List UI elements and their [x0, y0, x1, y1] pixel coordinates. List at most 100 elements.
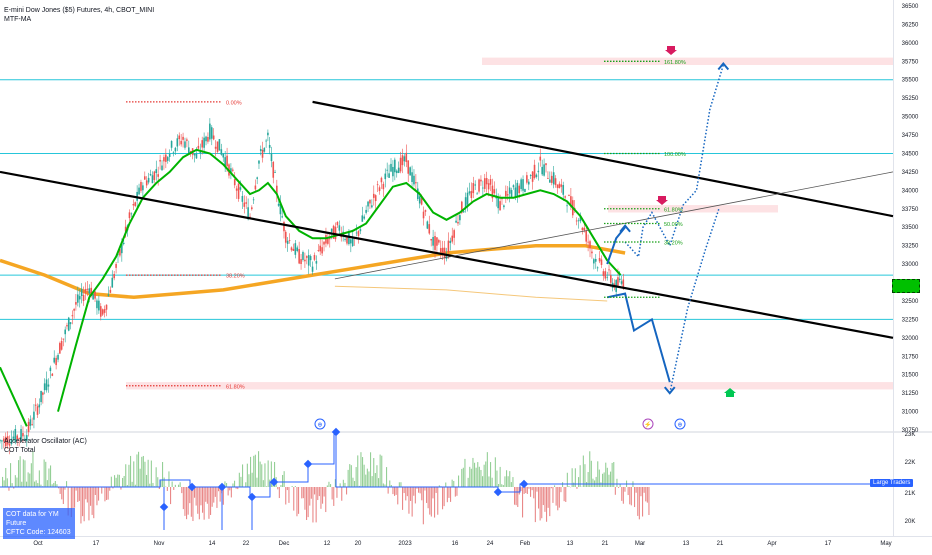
ac-bar-352: [565, 487, 566, 502]
ac-bar-116: [188, 487, 189, 515]
time-tick-7: 20: [355, 541, 362, 547]
ac-bar-348: [559, 487, 560, 508]
ac-bar-224: [360, 452, 361, 487]
candle-body-142: [267, 133, 269, 136]
ac-bar-279: [448, 487, 449, 498]
ac-bar-315: [506, 470, 507, 487]
candle-body-269: [509, 188, 511, 194]
ac-bar-280: [450, 487, 451, 502]
candle-body-311: [589, 241, 591, 248]
ac-bar-125: [202, 487, 203, 513]
ac-bar-185: [298, 487, 299, 514]
ac-bar-278: [447, 487, 448, 502]
ac-bar-311: [500, 467, 501, 487]
ac-bar-64: [104, 487, 105, 501]
ac-bar-172: [277, 487, 278, 489]
ac-bar-350: [562, 482, 563, 487]
price-tick-11: 33750: [902, 207, 919, 213]
price-tick-19: 31750: [902, 354, 919, 360]
ac-bar-398: [639, 487, 640, 519]
ac-bar-62: [101, 487, 102, 494]
candle-body-227: [428, 224, 430, 233]
sub-tick-1: 22K: [905, 460, 916, 466]
price-tick-1: 36250: [902, 22, 919, 28]
ac-bar-54: [88, 487, 89, 520]
fib-label-f618: 61.80%: [226, 384, 245, 390]
ac-bar-291: [468, 478, 469, 487]
candle-body-319: [605, 271, 607, 278]
candle-body-203: [383, 184, 385, 189]
ac-bar-233: [375, 473, 376, 487]
ac-bar-295: [474, 463, 475, 487]
candle-body-247: [467, 193, 469, 205]
candle-body-25: [46, 379, 48, 390]
ac-bar-254: [408, 487, 409, 514]
ac-bar-305: [490, 462, 491, 487]
candle-body-125: [236, 188, 238, 190]
candle-body-153: [287, 241, 289, 244]
ac-bar-162: [261, 464, 262, 487]
ac-bar-381: [612, 463, 613, 487]
ac-bar-191: [308, 487, 309, 517]
candle-body-201: [379, 187, 381, 191]
candle-body-71: [133, 204, 135, 205]
candle-body-171: [321, 247, 323, 253]
candle-body-235: [444, 248, 446, 258]
fib-label-f0: 0.00%: [226, 100, 242, 106]
candle-body-229: [432, 237, 434, 246]
ac-bar-88: [143, 456, 144, 487]
ac-bar-252: [405, 487, 406, 500]
price-tick-0: 36500: [902, 4, 919, 10]
candle-body-289: [547, 178, 549, 179]
candle-body-113: [213, 136, 215, 140]
ac-bar-395: [634, 487, 635, 507]
ac-bar-269: [432, 487, 433, 498]
ac-bar-331: [532, 487, 533, 490]
ac-bar-388: [623, 487, 624, 504]
time-tick-12: 13: [567, 541, 574, 547]
ac-bar-360: [578, 477, 579, 487]
ac-bar-402: [645, 487, 646, 501]
ac-bar-230: [370, 452, 371, 487]
ac-bar-298: [479, 467, 480, 487]
ac-bar-392: [629, 487, 630, 504]
event-badge-label-2: ⊕: [677, 423, 682, 429]
candle-body-252: [476, 194, 478, 195]
candle-body-59: [110, 290, 112, 293]
candle-body-42: [77, 294, 79, 302]
candle-body-285: [539, 157, 541, 161]
candle-body-226: [427, 221, 429, 228]
candle-body-115: [217, 141, 219, 151]
candle-body-206: [388, 173, 390, 178]
ac-bar-188: [303, 487, 304, 498]
candle-body-152: [285, 232, 287, 243]
candle-body-107: [201, 140, 203, 147]
ac-bar-38: [63, 487, 64, 504]
ac-bar-194: [312, 487, 313, 522]
candle-body-273: [517, 183, 519, 196]
ac-bar-71: [116, 478, 117, 487]
ac-bar-2: [5, 468, 6, 487]
ac-bar-241: [388, 487, 389, 494]
ac-bar-335: [538, 487, 539, 509]
ac-bar-247: [397, 487, 398, 504]
candle-body-87: [163, 157, 165, 161]
ac-bar-192: [309, 487, 310, 506]
time-tick-8: 2023: [398, 541, 412, 547]
candle-body-0: [0, 440, 1, 441]
ac-bar-1: [4, 480, 5, 487]
ac-bar-342: [549, 487, 550, 516]
candle-body-208: [392, 167, 394, 176]
candle-body-313: [593, 259, 595, 263]
ac-bar-332: [533, 487, 534, 498]
ac-bar-200: [322, 487, 323, 504]
candle-body-32: [59, 343, 61, 354]
ac-bar-296: [476, 468, 477, 487]
ac-bar-301: [484, 465, 485, 487]
candle-body-191: [360, 229, 362, 231]
candle-body-328: [621, 281, 623, 283]
candle-body-296: [561, 184, 563, 186]
ac-bar-328: [527, 487, 528, 494]
candle-body-103: [194, 154, 196, 156]
